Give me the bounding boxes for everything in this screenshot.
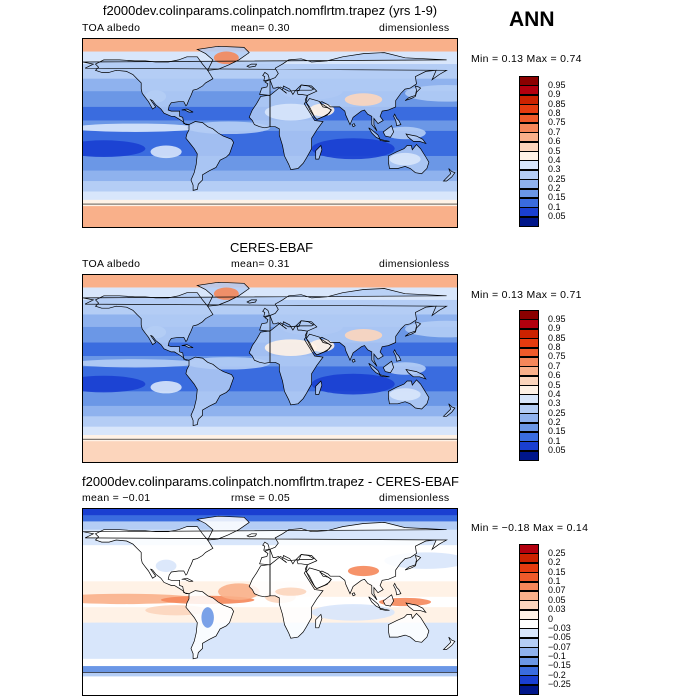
colorbar-tick-label: 0.1: [548, 435, 561, 446]
colorbar-tick-label: 0.15: [548, 192, 566, 203]
colorbar-tick-label: 0.07: [548, 585, 566, 596]
colorbar-tick-label: 0.4: [548, 388, 561, 399]
panel-2-variable: TOA albedo: [82, 258, 141, 270]
panel-3-title: f2000dev.colinparams.colinpatch.nomflrtm…: [82, 474, 459, 489]
panel-3-rmse: rmse = 0.05: [231, 492, 291, 504]
colorbar-tick-label: 0.15: [548, 426, 566, 437]
colorbar-tick-label: 0.15: [548, 566, 566, 577]
colorbar-tick-label: 0.9: [548, 323, 561, 334]
panel-3-mean: mean = −0.01: [82, 492, 151, 504]
panel-3-map: [82, 508, 458, 696]
colorbar-tick-label: 0.85: [548, 98, 566, 109]
colorbar-tick-label: 0.3: [548, 398, 561, 409]
panel-2-mean: mean= 0.31: [231, 258, 290, 270]
colorbar-tick-label: 0.7: [548, 360, 561, 371]
colorbar-tick-label: −0.1: [548, 651, 566, 661]
panel-1-title: f2000dev.colinparams.colinpatch.nomflrtm…: [102, 3, 438, 18]
panel-2-colorbar: 0.95 0.9 0.85 0.8 0.75 0.7 0.6 0.5 0.4 0.3 0.25 0.2…: [519, 310, 579, 461]
colorbar-tick-label: 0: [548, 613, 554, 624]
colorbar-tick-label: 0.05: [548, 594, 566, 605]
colorbar-tick-label: 0.2: [548, 557, 561, 568]
colorbar-tick-label: 0.2: [548, 183, 561, 193]
colorbar-tick-label: −0.03: [548, 622, 571, 633]
colorbar-tick-label: 0.8: [548, 108, 561, 118]
colorbar-tick-label: 0.5: [548, 379, 561, 390]
colorbar-tick-label: 0.03: [548, 604, 566, 615]
panel-1-colorbar: 0.95 0.9 0.85 0.8 0.75 0.7 0.6 0.5 0.4 0.3 0.25 0.2…: [519, 76, 579, 227]
panel-3-units: dimensionless: [379, 492, 450, 504]
colorbar-tick-label: 0.05: [548, 445, 566, 456]
colorbar-tick-label: 0.2: [548, 417, 561, 427]
colorbar-tick-label: 0.85: [548, 332, 566, 343]
colorbar-tick-label: 0.75: [548, 117, 566, 128]
colorbar-tick-label: 0.25: [548, 547, 566, 558]
colorbar-tick-label: 0.25: [548, 407, 566, 418]
panel-2-map: [82, 274, 458, 463]
colorbar-tick-label: 0.25: [548, 173, 566, 184]
colorbar-tick-label: 0.9: [548, 89, 561, 100]
colorbar-tick-label: 0.95: [548, 79, 566, 90]
panel-1-map: [82, 38, 458, 228]
panel-1-mean: mean= 0.30: [231, 22, 290, 34]
colorbar-tick-label: 0.75: [548, 351, 566, 362]
colorbar-tick-label: 0.1: [548, 576, 561, 586]
colorbar-tick-label: 0.5: [548, 145, 561, 156]
season-label: ANN: [509, 8, 555, 31]
panel-2-title: CERES-EBAF: [230, 240, 314, 255]
colorbar-tick-label: 0.7: [548, 126, 561, 137]
colorbar-swatch: [519, 216, 539, 227]
colorbar-tick-label: −0.2: [548, 669, 566, 680]
colorbar-tick-label: −0.25: [548, 679, 571, 690]
panel-1-minmax: Min = 0.13 Max = 0.74: [471, 53, 582, 65]
panel-2-minmax: Min = 0.13 Max = 0.71: [471, 289, 582, 301]
panel-2-units: dimensionless: [379, 258, 450, 270]
colorbar-tick-label: 0.6: [548, 136, 561, 147]
colorbar-tick-label: 0.95: [548, 313, 566, 324]
panel-1-variable: TOA albedo: [82, 22, 141, 34]
colorbar-tick-label: −0.07: [548, 641, 571, 652]
panel-3-minmax: Min = −0.18 Max = 0.14: [471, 522, 589, 534]
colorbar-swatch: [519, 450, 539, 461]
colorbar-tick-label: 0.3: [548, 164, 561, 175]
panel-3-colorbar: 0.25 0.2 0.15 0.1 0.07 0.05 0.03 0 −0.03 −0.05 −0.…: [519, 544, 579, 695]
panel-1-units: dimensionless: [379, 22, 450, 34]
colorbar-tick-label: 0.05: [548, 211, 566, 222]
colorbar-swatch: [519, 684, 539, 695]
colorbar-tick-label: 0.1: [548, 201, 561, 212]
colorbar-tick-label: 0.4: [548, 154, 561, 165]
colorbar-tick-label: −0.15: [548, 660, 571, 671]
colorbar-tick-label: 0.8: [548, 342, 561, 352]
colorbar-tick-label: 0.6: [548, 370, 561, 381]
colorbar-tick-label: −0.05: [548, 632, 571, 643]
